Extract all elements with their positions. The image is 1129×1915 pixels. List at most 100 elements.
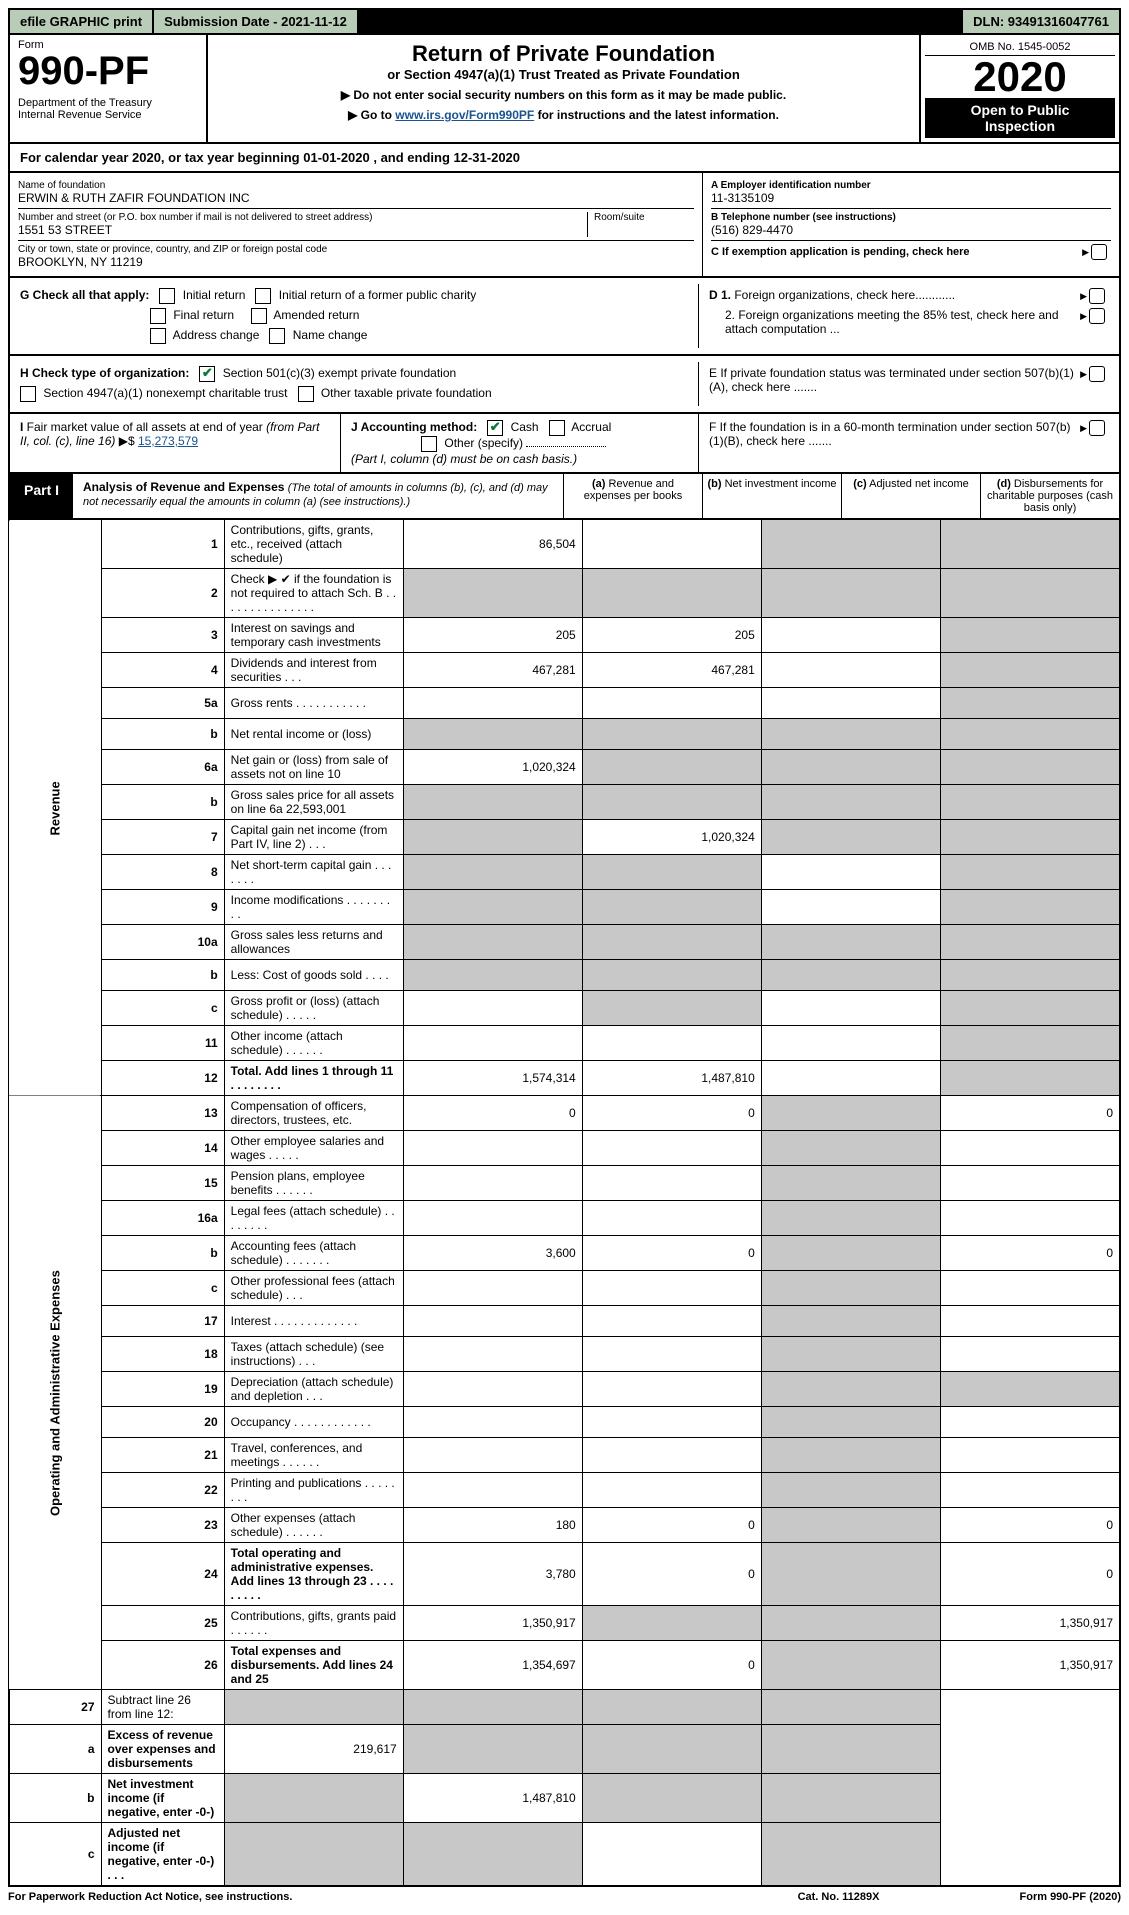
line-desc: Interest on savings and temporary cash i…	[224, 618, 403, 653]
table-row: 24Total operating and administrative exp…	[9, 1543, 1120, 1606]
line-desc: Other professional fees (attach schedule…	[224, 1271, 403, 1306]
line-desc: Legal fees (attach schedule) . . . . . .…	[224, 1201, 403, 1236]
line-desc: Printing and publications . . . . . . . …	[224, 1473, 403, 1508]
side-label: Revenue	[9, 520, 101, 1096]
e-checkbox[interactable]	[1089, 366, 1105, 382]
line-desc: Gross sales less returns and allowances	[224, 925, 403, 960]
line-num: c	[101, 1271, 224, 1306]
line-desc: Travel, conferences, and meetings . . . …	[224, 1438, 403, 1473]
final-return-cb[interactable]	[150, 308, 166, 324]
d2-checkbox[interactable]	[1089, 308, 1105, 324]
line-desc: Other expenses (attach schedule) . . . .…	[224, 1508, 403, 1543]
table-row: 5aGross rents . . . . . . . . . . .	[9, 688, 1120, 719]
name-change-cb[interactable]	[269, 328, 285, 344]
table-row: 10aGross sales less returns and allowanc…	[9, 925, 1120, 960]
line-num: b	[101, 719, 224, 750]
line-num: 11	[101, 1026, 224, 1061]
ein-row: A Employer identification number 11-3135…	[711, 177, 1111, 209]
line-desc: Accounting fees (attach schedule) . . . …	[224, 1236, 403, 1271]
line-num: 22	[101, 1473, 224, 1508]
line-num: 18	[101, 1337, 224, 1372]
line-desc: Pension plans, employee benefits . . . .…	[224, 1166, 403, 1201]
footer-cat: Cat. No. 11289X	[798, 1891, 880, 1903]
line-num: 1	[101, 520, 224, 569]
line-desc: Contributions, gifts, grants, etc., rece…	[224, 520, 403, 569]
line-desc: Compensation of officers, directors, tru…	[224, 1096, 403, 1131]
table-row: bNet investment income (if negative, ent…	[9, 1774, 1120, 1823]
table-row: aExcess of revenue over expenses and dis…	[9, 1725, 1120, 1774]
line-num: b	[101, 785, 224, 820]
table-row: cGross profit or (loss) (attach schedule…	[9, 991, 1120, 1026]
page-footer: For Paperwork Reduction Act Notice, see …	[8, 1887, 1121, 1907]
line-desc: Total expenses and disbursements. Add li…	[224, 1641, 403, 1690]
year-block: OMB No. 1545-0052 2020 Open to PublicIns…	[921, 35, 1119, 142]
line-num: 13	[101, 1096, 224, 1131]
exemption-checkbox[interactable]	[1091, 244, 1107, 260]
table-row: 19Depreciation (attach schedule) and dep…	[9, 1372, 1120, 1407]
table-row: 9Income modifications . . . . . . . . .	[9, 890, 1120, 925]
table-row: 6aNet gain or (loss) from sale of assets…	[9, 750, 1120, 785]
line-num: 26	[101, 1641, 224, 1690]
table-row: 15Pension plans, employee benefits . . .…	[9, 1166, 1120, 1201]
table-row: 21Travel, conferences, and meetings . . …	[9, 1438, 1120, 1473]
line-num: a	[9, 1725, 101, 1774]
table-row: 11Other income (attach schedule) . . . .…	[9, 1026, 1120, 1061]
other-method-cb[interactable]	[421, 436, 437, 452]
table-row: 12Total. Add lines 1 through 11 . . . . …	[9, 1061, 1120, 1096]
table-row: 14Other employee salaries and wages . . …	[9, 1131, 1120, 1166]
irs-link[interactable]: www.irs.gov/Form990PF	[395, 108, 534, 122]
line-num: 17	[101, 1306, 224, 1337]
table-row: 2Check ▶ ✔ if the foundation is not requ…	[9, 569, 1120, 618]
cash-cb[interactable]	[487, 420, 503, 436]
efile-badge: efile GRAPHIC print	[10, 10, 154, 33]
line-desc: Total. Add lines 1 through 11 . . . . . …	[224, 1061, 403, 1096]
dln-badge: DLN: 93491316047761	[961, 10, 1119, 33]
exemption-pending-row: C If exemption application is pending, c…	[711, 241, 1111, 263]
line-num: 16a	[101, 1201, 224, 1236]
line-num: 4	[101, 653, 224, 688]
f-checkbox[interactable]	[1089, 420, 1105, 436]
table-row: bLess: Cost of goods sold . . . .	[9, 960, 1120, 991]
line-num: 9	[101, 890, 224, 925]
line-num: c	[101, 991, 224, 1026]
line-num: 6a	[101, 750, 224, 785]
line-num: 10a	[101, 925, 224, 960]
col-a-head: (a) Revenue and expenses per books	[563, 474, 702, 518]
form-title-block: Return of Private Foundation or Section …	[208, 35, 921, 142]
line-desc: Adjusted net income (if negative, enter …	[101, 1823, 224, 1887]
4947-cb[interactable]	[20, 386, 36, 402]
table-row: 17Interest . . . . . . . . . . . . .	[9, 1306, 1120, 1337]
note-ssn: ▶ Do not enter social security numbers o…	[218, 88, 909, 102]
table-row: 7Capital gain net income (from Part IV, …	[9, 820, 1120, 855]
table-row: Revenue1Contributions, gifts, grants, et…	[9, 520, 1120, 569]
side-label: Operating and Administrative Expenses	[9, 1096, 101, 1690]
table-row: bGross sales price for all assets on lin…	[9, 785, 1120, 820]
initial-return-cb[interactable]	[159, 288, 175, 304]
table-row: 22Printing and publications . . . . . . …	[9, 1473, 1120, 1508]
table-row: cOther professional fees (attach schedul…	[9, 1271, 1120, 1306]
other-taxable-cb[interactable]	[298, 386, 314, 402]
line-desc: Gross rents . . . . . . . . . . .	[224, 688, 403, 719]
501c3-cb[interactable]	[199, 366, 215, 382]
foundation-name-row: Name of foundation ERWIN & RUTH ZAFIR FO…	[18, 177, 694, 209]
form-number-block: Form 990-PF Department of the TreasuryIn…	[10, 35, 208, 142]
line-desc: Contributions, gifts, grants paid . . . …	[224, 1606, 403, 1641]
accrual-cb[interactable]	[549, 420, 565, 436]
d1-checkbox[interactable]	[1089, 288, 1105, 304]
tax-year: 2020	[925, 56, 1115, 98]
line-desc: Gross profit or (loss) (attach schedule)…	[224, 991, 403, 1026]
fmv-link[interactable]: 15,273,579	[138, 434, 198, 448]
telephone-row: B Telephone number (see instructions) (5…	[711, 209, 1111, 241]
line-desc: Other employee salaries and wages . . . …	[224, 1131, 403, 1166]
hi-block: I Fair market value of all assets at end…	[8, 414, 1121, 474]
line-num: 15	[101, 1166, 224, 1201]
amended-return-cb[interactable]	[251, 308, 267, 324]
col-c-head: (c) Adjusted net income	[841, 474, 980, 518]
line-num: 24	[101, 1543, 224, 1606]
line-num: 14	[101, 1131, 224, 1166]
line-desc: Gross sales price for all assets on line…	[224, 785, 403, 820]
submission-date: Submission Date - 2021-11-12	[154, 10, 359, 33]
address-change-cb[interactable]	[150, 328, 166, 344]
initial-former-cb[interactable]	[255, 288, 271, 304]
line-desc: Income modifications . . . . . . . . .	[224, 890, 403, 925]
